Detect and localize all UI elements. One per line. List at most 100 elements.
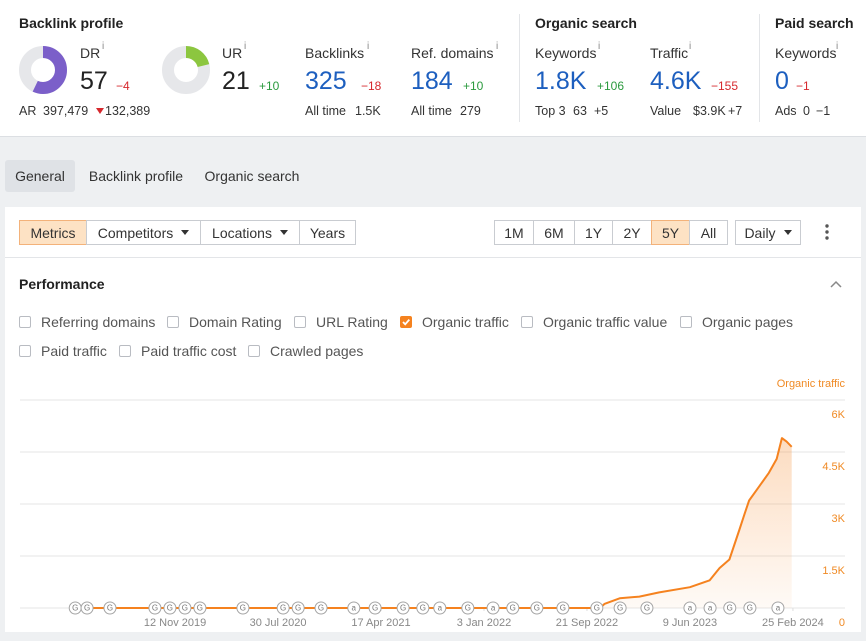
checkbox[interactable] — [400, 316, 412, 328]
toolbar-icons — [825, 224, 842, 288]
button-label: 1Y — [584, 224, 603, 241]
tab-label: Backlink profile — [88, 168, 184, 184]
checkbox[interactable] — [119, 345, 131, 357]
ar-label: AR — [19, 104, 37, 118]
annotation-marker — [556, 601, 570, 615]
annotation-label: a — [491, 604, 496, 613]
info-icon[interactable]: i — [496, 41, 499, 52]
metric-value: 0 — [775, 67, 789, 95]
ar-value: 397,479 — [43, 104, 89, 118]
button[interactable]: 5Y — [651, 220, 690, 245]
checkbox[interactable] — [167, 316, 179, 328]
info-icon[interactable]: i — [244, 41, 247, 52]
checkbox[interactable] — [248, 345, 260, 357]
option-label[interactable]: Domain Rating — [189, 314, 282, 330]
sub-change: +5 — [594, 104, 609, 118]
sub-label: Value — [650, 104, 682, 118]
info-icon[interactable]: i — [598, 41, 601, 52]
y-axis-label: Organic traffic — [777, 378, 846, 390]
button[interactable]: Competitors — [86, 220, 201, 245]
menu-dot[interactable] — [825, 236, 829, 240]
tab[interactable]: General — [5, 160, 75, 192]
x-tick-label: 3 Jan 2022 — [457, 617, 511, 629]
metric-label: Traffic — [650, 45, 689, 61]
annotation-marker — [368, 601, 382, 615]
annotation-label: G — [295, 604, 301, 613]
tab-label: Organic search — [204, 168, 300, 184]
metric-value: 325 — [305, 67, 347, 95]
checkbox[interactable] — [19, 345, 31, 357]
annotation-label: a — [708, 604, 713, 613]
option-label[interactable]: Paid traffic — [41, 343, 107, 359]
check — [402, 319, 410, 326]
info-icon[interactable]: i — [689, 41, 692, 52]
checkbox[interactable] — [680, 316, 692, 328]
annotation-label: G — [400, 604, 406, 613]
annotation-marker — [193, 601, 207, 615]
x-tick-label: 9 Jun 2023 — [663, 617, 717, 629]
annotation-label: G — [594, 604, 600, 613]
button[interactable]: 6M — [533, 220, 575, 245]
metric-change: +106 — [597, 79, 625, 93]
annotation-marker — [163, 601, 177, 615]
sub-change: +7 — [728, 104, 743, 118]
option-label[interactable]: Organic traffic — [422, 314, 509, 330]
collapse-chevron[interactable] — [830, 280, 842, 288]
caret — [783, 230, 792, 235]
ar-change: 132,389 — [105, 104, 151, 118]
section-title: Backlink profile — [19, 15, 124, 31]
checkbox[interactable] — [294, 316, 306, 328]
button[interactable]: 1M — [494, 220, 534, 245]
option-label[interactable]: Paid traffic cost — [141, 343, 237, 359]
option-label[interactable]: Referring domains — [41, 314, 156, 330]
annotation-label: G — [747, 604, 753, 613]
menu-dot[interactable] — [825, 224, 829, 228]
info-icon[interactable]: i — [102, 41, 105, 52]
info-icon[interactable]: i — [836, 41, 839, 52]
checkbox[interactable] — [521, 316, 533, 328]
button[interactable]: Years — [299, 220, 356, 245]
divider — [519, 14, 520, 122]
caret — [279, 230, 288, 235]
metric-label: Ref. domains — [411, 45, 494, 61]
annotation-marker — [416, 601, 430, 615]
button[interactable]: Locations — [200, 220, 300, 245]
annotation-label: G — [84, 604, 90, 613]
section-title: Performance — [19, 276, 105, 292]
option-label[interactable]: Organic traffic value — [543, 314, 668, 330]
annotation-label: G — [617, 604, 623, 613]
button-label: 2Y — [623, 224, 641, 241]
annotation-label: a — [776, 604, 781, 613]
button[interactable]: 2Y — [612, 220, 652, 245]
metric-change: −1 — [796, 79, 810, 93]
checkbox[interactable] — [19, 316, 31, 328]
button[interactable]: 1Y — [574, 220, 613, 245]
y-tick-label: 4.5K — [822, 461, 845, 473]
donut-arc — [19, 46, 67, 94]
metric-label: Keywords — [535, 45, 597, 61]
sub-label: All time — [411, 104, 452, 118]
menu-dot[interactable] — [825, 230, 829, 234]
tab[interactable]: Organic search — [197, 160, 307, 192]
option-label[interactable]: URL Rating — [316, 314, 388, 330]
annotation-marker — [683, 601, 697, 615]
button[interactable]: Metrics — [19, 220, 87, 245]
annotation-marker — [103, 601, 117, 615]
y-tick-label: 3K — [832, 513, 846, 525]
tab[interactable]: Backlink profile — [79, 160, 193, 192]
button-label: Years — [309, 224, 346, 241]
sub-change: −1 — [816, 104, 831, 118]
button[interactable]: Daily — [735, 220, 801, 245]
summary-graphics — [19, 46, 210, 114]
button[interactable]: All — [689, 220, 728, 245]
metric-change: +10 — [259, 79, 280, 93]
summary-panel — [0, 0, 866, 137]
option-label[interactable]: Crawled pages — [270, 343, 364, 359]
annotation-marker — [703, 601, 717, 615]
annotation-marker — [178, 601, 192, 615]
info-icon[interactable]: i — [367, 41, 370, 52]
button-label: All — [700, 224, 717, 241]
metric-label: DR — [80, 45, 101, 61]
option-label[interactable]: Organic pages — [702, 314, 794, 330]
